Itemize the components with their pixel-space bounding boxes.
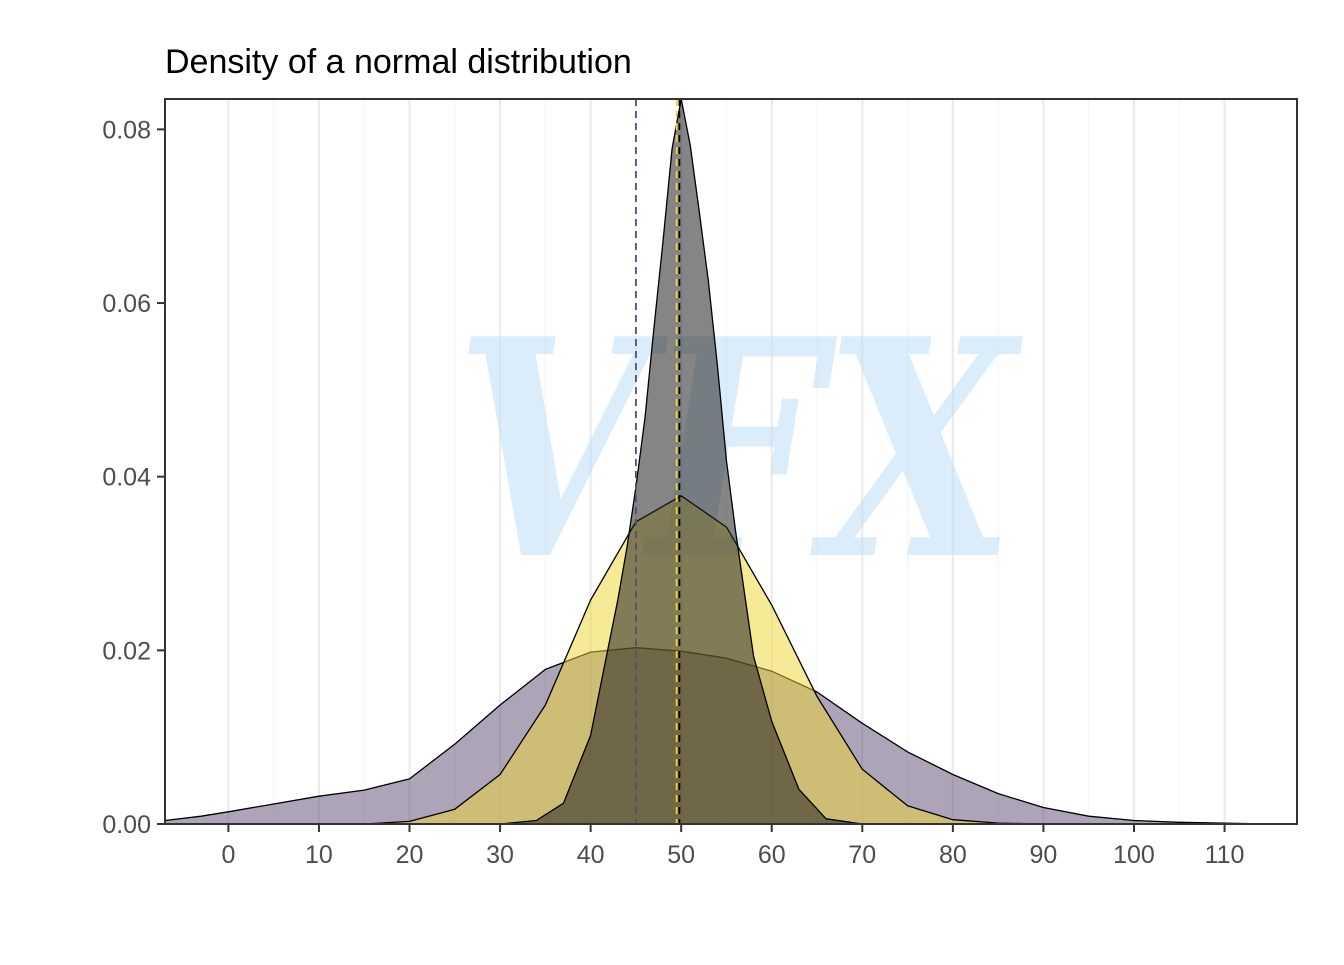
y-tick-label: 0.08 <box>102 116 151 144</box>
density-areas <box>164 98 1298 825</box>
y-tick-label: 0.04 <box>102 464 151 492</box>
axes: 0 10 20 30 40 50 60 70 80 90 100 110 0.00 0.02 0.04 0.0… <box>102 116 1244 869</box>
y-tick-label: 0.00 <box>102 811 151 839</box>
x-tick-label: 70 <box>848 841 876 869</box>
x-tick-label: 100 <box>1113 841 1155 869</box>
x-tick-label: 50 <box>667 841 695 869</box>
x-tick-label: 10 <box>305 841 333 869</box>
x-tick-label: 110 <box>1205 841 1245 869</box>
density-area-3 <box>499 98 863 825</box>
mean-lines <box>635 99 681 824</box>
y-tick-label: 0.06 <box>102 290 151 318</box>
x-tick-label: 20 <box>396 841 424 869</box>
x-tick-label: 0 <box>221 841 235 869</box>
x-tick-label: 60 <box>758 841 786 869</box>
y-tick-label: 0.02 <box>102 637 151 665</box>
chart-title: Density of a normal distribution <box>165 43 632 81</box>
x-tick-label: 40 <box>577 841 605 869</box>
x-tick-label: 80 <box>939 841 967 869</box>
x-tick-label: 90 <box>1030 841 1058 869</box>
plot-panel-border <box>164 98 1298 825</box>
x-tick-label: 30 <box>486 841 514 869</box>
